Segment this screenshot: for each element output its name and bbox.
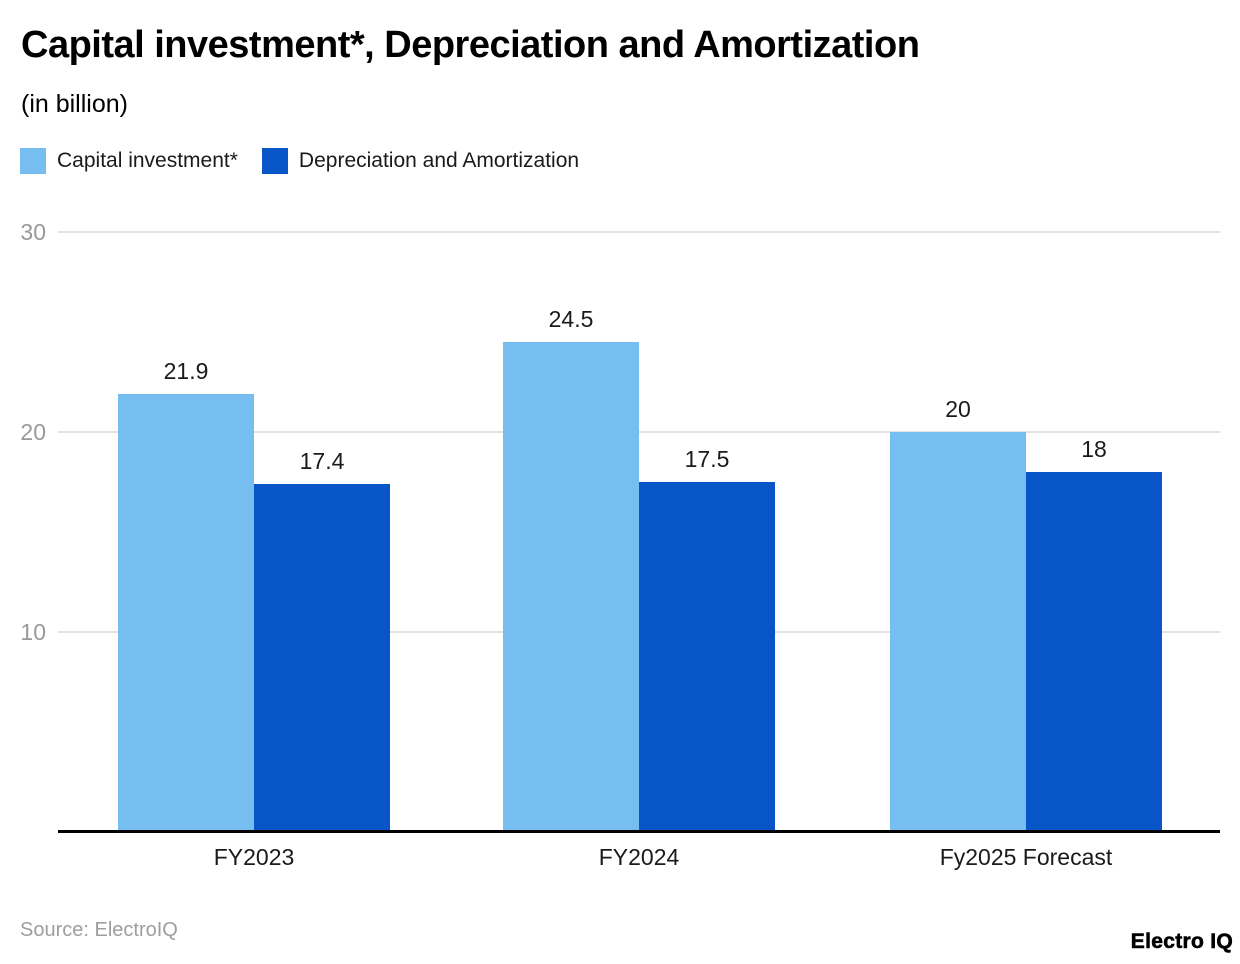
x-axis-line (58, 830, 1220, 833)
bar-capital-investment-fy2023 (118, 394, 254, 832)
bar-depreciation-and-amortization-fy2024 (639, 482, 775, 832)
legend: Capital investment* Depreciation and Amo… (20, 148, 579, 174)
y-axis-tick-label: 20 (20, 419, 46, 445)
gridline-30 (58, 231, 1220, 233)
bar-value-label: 17.4 (299, 448, 345, 474)
bar-depreciation-and-amortization-fy2025-forecast (1026, 472, 1162, 832)
legend-label-capital-investment: Capital investment* (57, 149, 238, 172)
legend-label-depreciation-amortization: Depreciation and Amortization (298, 149, 580, 172)
bar-value-label: 20 (945, 396, 971, 422)
bar-value-label: 17.5 (684, 446, 730, 472)
y-axis-tick-label: 30 (20, 219, 46, 245)
bar-value-label: 18 (1081, 436, 1107, 462)
chart-title: Capital investment*, Depreciation and Am… (21, 24, 920, 66)
bar-depreciation-and-amortization-fy2023 (254, 484, 390, 832)
bar-capital-investment-fy2025-forecast (890, 432, 1026, 832)
chart-subtitle: (in billion) (21, 90, 128, 118)
bar-value-label: 24.5 (548, 306, 594, 332)
legend-item-depreciation-amortization[interactable]: Depreciation and Amortization (261, 148, 580, 174)
source-note: Source: ElectroIQ (20, 919, 178, 941)
gridline-20 (58, 431, 1220, 433)
legend-swatch-capital-investment (20, 148, 46, 174)
brand-logo: Electro IQ (1130, 930, 1233, 954)
x-axis-label-fy2023: FY2023 (213, 844, 295, 870)
x-axis-label-fy2024: FY2024 (598, 844, 680, 870)
bar-capital-investment-fy2024 (503, 342, 639, 832)
x-axis-label-fy2025-forecast: Fy2025 Forecast (939, 844, 1113, 870)
legend-item-capital-investment[interactable]: Capital investment* (20, 148, 238, 174)
bar-value-label: 21.9 (163, 358, 209, 384)
y-axis-tick-label: 10 (20, 619, 46, 645)
legend-swatch-depreciation-amortization (261, 148, 288, 174)
